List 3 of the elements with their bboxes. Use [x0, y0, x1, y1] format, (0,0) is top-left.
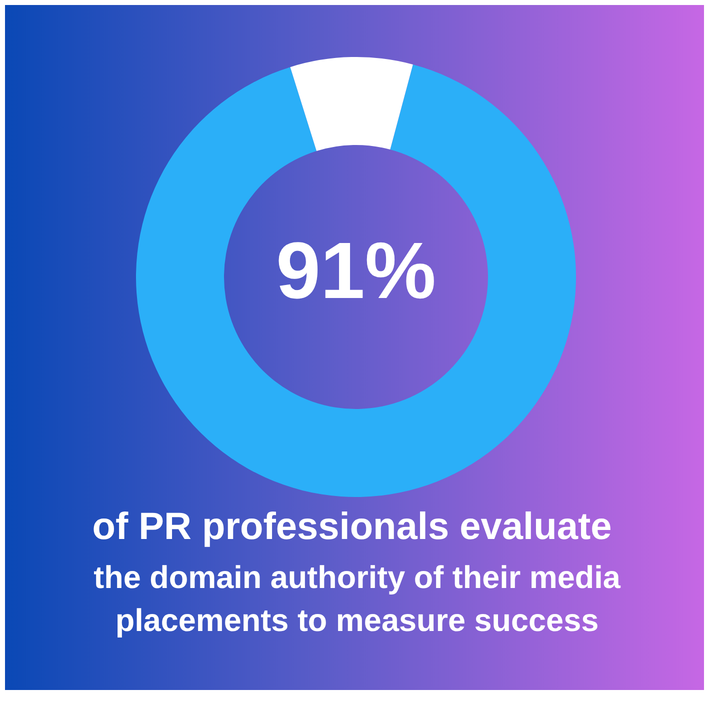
text: 91% — [274, 225, 438, 317]
text: the domain authority of their media placements to measure success — [92, 558, 622, 640]
text: of PR professionals evaluate — [91, 505, 613, 549]
